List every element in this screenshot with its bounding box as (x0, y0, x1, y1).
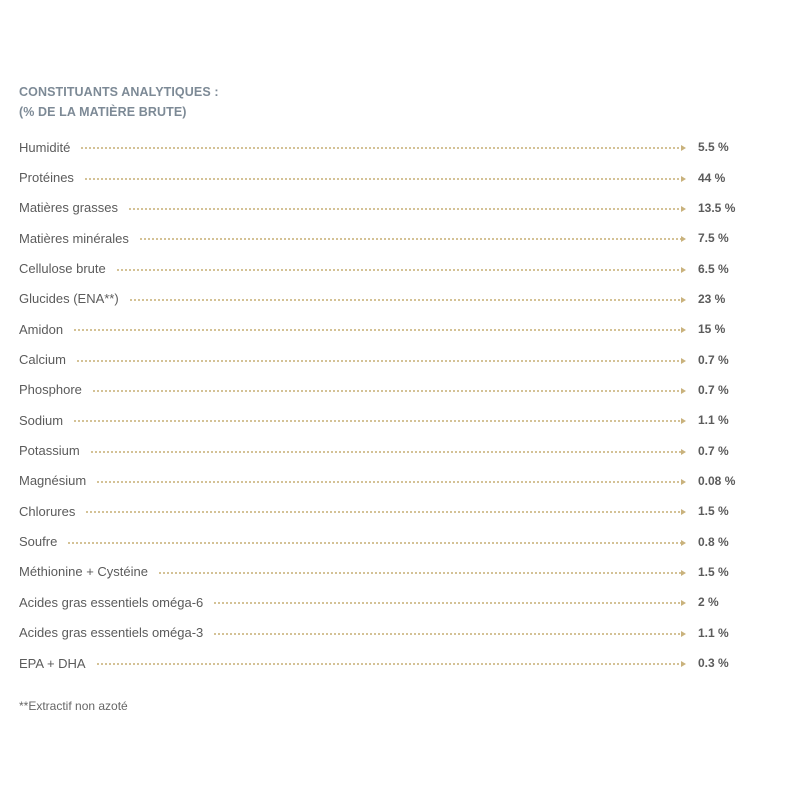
constituent-label: EPA + DHA (19, 655, 86, 671)
arrow-right-icon (681, 357, 686, 364)
constituent-value: 0.7 % (698, 382, 729, 397)
dotted-leader (158, 571, 681, 574)
constituent-value: 15 % (698, 322, 726, 337)
list-item: Amidon 15 % (19, 314, 779, 344)
list-item: Magnésium 0.08 % (19, 466, 779, 496)
dotted-leader (73, 329, 681, 332)
list-item: Cellulose brute 6.5 % (19, 253, 779, 283)
analytical-constituents-list: Humidité 5.5 % Protéines 44 % Matières g… (19, 132, 779, 678)
dotted-leader (80, 147, 681, 150)
constituent-value: 0.7 % (698, 352, 729, 367)
section-title: CONSTITUANTS ANALYTIQUES : (19, 85, 219, 99)
list-item: Calcium 0.7 % (19, 344, 779, 374)
dotted-leader (83, 177, 681, 180)
dotted-leader (128, 298, 681, 301)
constituent-label: Magnésium (19, 473, 87, 489)
constituent-value: 7.5 % (698, 231, 729, 246)
constituent-label: Méthionine + Cystéine (19, 564, 148, 580)
list-item: Chlorures 1.5 % (19, 496, 779, 526)
constituent-label: Glucides (ENA**) (19, 291, 119, 307)
list-item: Acides gras essentiels oméga-3 1.1 % (19, 618, 779, 648)
dotted-leader (115, 268, 681, 271)
constituent-label: Calcium (19, 352, 66, 368)
constituent-label: Acides gras essentiels oméga-6 (19, 594, 204, 610)
constituent-label: Amidon (19, 321, 64, 337)
list-item: Glucides (ENA**) 23 % (19, 284, 779, 314)
constituent-value: 44 % (698, 170, 726, 185)
arrow-right-icon (681, 600, 686, 607)
constituent-label: Matières grasses (19, 200, 118, 216)
constituent-value: 13.5 % (698, 200, 736, 215)
dotted-leader (213, 632, 681, 635)
arrow-right-icon (681, 630, 686, 637)
constituent-label: Sodium (19, 412, 64, 428)
arrow-right-icon (681, 387, 686, 394)
constituent-value: 1.5 % (698, 504, 729, 519)
dotted-leader (67, 541, 681, 544)
arrow-right-icon (681, 509, 686, 516)
constituent-label: Humidité (19, 139, 71, 155)
constituent-value: 0.8 % (698, 534, 729, 549)
list-item: Potassium 0.7 % (19, 435, 779, 465)
dotted-leader (127, 207, 681, 210)
arrow-right-icon (681, 205, 686, 212)
dotted-leader (95, 663, 681, 666)
dotted-leader (75, 359, 681, 362)
constituent-label: Acides gras essentiels oméga-3 (19, 625, 204, 641)
arrow-right-icon (681, 266, 686, 273)
list-item: Humidité 5.5 % (19, 132, 779, 162)
constituent-value: 1.1 % (698, 413, 729, 428)
list-item: EPA + DHA 0.3 % (19, 648, 779, 678)
constituent-value: 1.5 % (698, 564, 729, 579)
constituent-value: 5.5 % (698, 140, 729, 155)
arrow-right-icon (681, 569, 686, 576)
section-subtitle: (% DE LA MATIÈRE BRUTE) (19, 105, 187, 119)
constituent-label: Potassium (19, 443, 80, 459)
list-item: Phosphore 0.7 % (19, 375, 779, 405)
arrow-right-icon (681, 478, 686, 485)
constituent-label: Protéines (19, 170, 74, 186)
constituent-value: 6.5 % (698, 261, 729, 276)
dotted-leader (138, 238, 681, 241)
footnote: **Extractif non azoté (19, 699, 128, 713)
list-item: Acides gras essentiels oméga-6 2 % (19, 587, 779, 617)
arrow-right-icon (681, 327, 686, 334)
constituent-label: Soufre (19, 534, 58, 550)
constituent-value: 2 % (698, 595, 719, 610)
arrow-right-icon (681, 236, 686, 243)
list-item: Soufre 0.8 % (19, 526, 779, 556)
list-item: Matières minérales 7.5 % (19, 223, 779, 253)
arrow-right-icon (681, 539, 686, 546)
dotted-leader (91, 389, 681, 392)
list-item: Sodium 1.1 % (19, 405, 779, 435)
arrow-right-icon (681, 448, 686, 455)
constituent-label: Chlorures (19, 503, 76, 519)
dotted-leader (85, 511, 681, 514)
list-item: Méthionine + Cystéine 1.5 % (19, 557, 779, 587)
dotted-leader (213, 602, 681, 605)
constituent-value: 23 % (698, 291, 726, 306)
dotted-leader (89, 450, 681, 453)
arrow-right-icon (681, 175, 686, 182)
arrow-right-icon (681, 296, 686, 303)
constituent-label: Matières minérales (19, 230, 129, 246)
constituent-value: 0.3 % (698, 656, 729, 671)
dotted-leader (73, 420, 681, 423)
section-header: CONSTITUANTS ANALYTIQUES : (% DE LA MATI… (19, 82, 219, 122)
constituent-value: 0.08 % (698, 473, 736, 488)
arrow-right-icon (681, 661, 686, 668)
list-item: Matières grasses 13.5 % (19, 193, 779, 223)
constituent-value: 1.1 % (698, 625, 729, 640)
constituent-label: Phosphore (19, 382, 82, 398)
list-item: Protéines 44 % (19, 162, 779, 192)
constituent-label: Cellulose brute (19, 261, 106, 277)
arrow-right-icon (681, 145, 686, 152)
dotted-leader (96, 480, 681, 483)
arrow-right-icon (681, 418, 686, 425)
constituent-value: 0.7 % (698, 443, 729, 458)
